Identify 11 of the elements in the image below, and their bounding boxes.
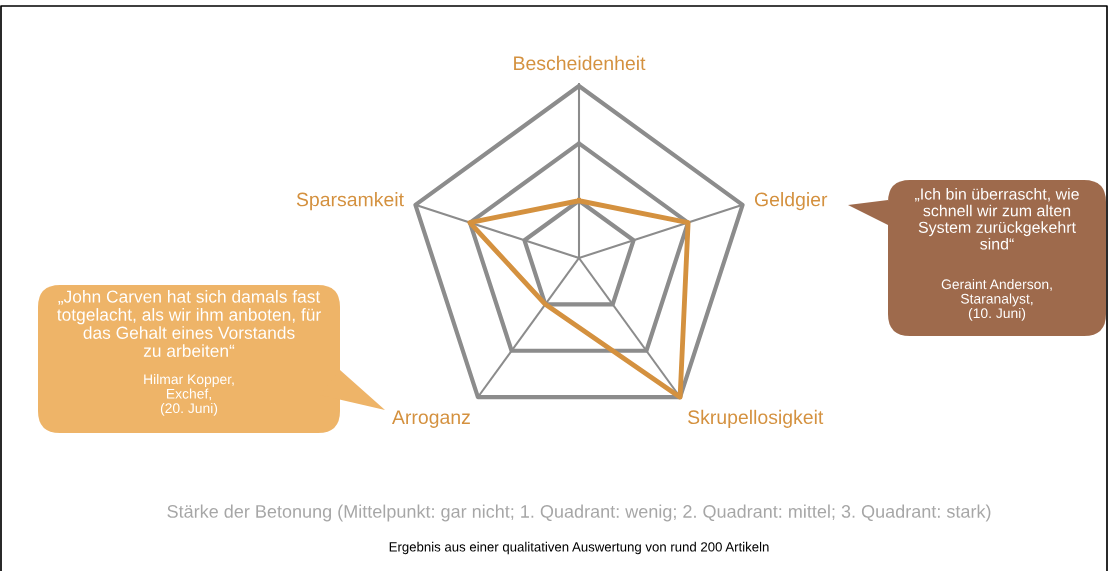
spoke-label: Skrupellosigkeit — [688, 409, 824, 428]
text: Hilmar Kopper, Exchef, (20. Juni) — [144, 374, 234, 416]
text: Ergebnis aus einer qualitativen Auswertung von rund 200 Artikeln — [389, 541, 769, 555]
spoke-label: Geldgier — [754, 192, 828, 211]
text: Geraint Anderson, Staranalyst, (10. Juni) — [941, 279, 1052, 321]
spoke-label: Bescheidenheit — [514, 55, 646, 71]
spoke-label: Arroganz — [391, 410, 470, 428]
text: „John Carven hat sich damals fast totgelacht, als wir ihm anboten, für das Gehalt eines Vorstands zu arbeiten“ — [57, 290, 321, 357]
spoke-label: Sparsamkeit — [296, 192, 404, 211]
text: Stärke der Betonung (Mittelpunkt: gar nicht; 1. Quadrant: wenig; 2. Quadrant: mittel; 3. Quadrant: stark) — [167, 504, 991, 522]
text: „Ich bin überrascht, wie schnell wir zum alten System zurückgekehrt sind“ — [915, 188, 1079, 250]
